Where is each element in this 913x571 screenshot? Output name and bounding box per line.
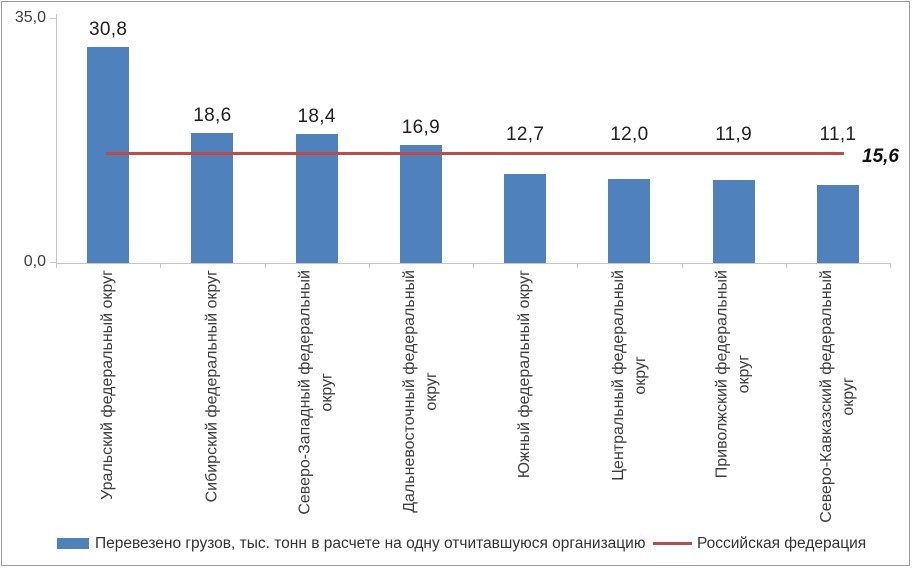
category-axis-label: Уральский федеральный округ	[99, 270, 117, 500]
reference-line-value: 15,6	[862, 146, 899, 167]
bar-value-label: 11,9	[715, 123, 752, 145]
reference-line	[106, 152, 844, 156]
bar-value-label: 12,7	[506, 123, 545, 145]
bar	[399, 144, 442, 263]
y-axis-label-min: 0,0	[23, 253, 46, 270]
bar	[712, 179, 755, 263]
category-axis-label: Северо-Западный федеральный округ	[296, 270, 336, 515]
x-axis-tick	[577, 263, 579, 268]
legend-line-series-label: Российская федерация	[697, 535, 867, 552]
category-axis-label: Северо-Кавказский федеральный округ	[817, 270, 857, 523]
y-axis-label-max: 35,0	[14, 9, 46, 26]
x-axis-tick	[160, 263, 162, 268]
legend-bar-series-label: Перевезено грузов, тыс. тонн в расчете н…	[95, 535, 646, 552]
bar-value-label: 18,4	[297, 106, 336, 128]
x-axis-tick	[473, 263, 474, 268]
category-axis-label: Дальневосточный федеральный округ	[400, 270, 440, 513]
x-axis-tick	[264, 263, 266, 268]
bar	[504, 174, 547, 263]
bar	[295, 134, 338, 263]
category-axis-label: Центральный федеральный округ	[609, 270, 649, 481]
bar-value-label: 16,9	[401, 116, 440, 138]
y-axis-tick-max	[50, 18, 57, 19]
bar-value-label: 18,6	[193, 104, 232, 126]
x-axis-tick	[681, 263, 683, 268]
x-axis-tick	[890, 263, 891, 268]
y-axis-tick-min	[50, 262, 57, 263]
legend-bar-swatch-icon	[57, 538, 89, 549]
x-axis-tick	[785, 263, 787, 268]
bar-value-label: 30,8	[89, 19, 128, 41]
bar	[608, 179, 651, 263]
category-axis-label: Сибирский федеральный округ	[203, 270, 221, 503]
bar-value-label: 12,0	[610, 123, 649, 145]
category-axis-label: Южный федеральный округ	[516, 270, 534, 479]
bar	[816, 185, 859, 263]
y-axis-line	[56, 14, 57, 264]
x-axis-tick	[56, 263, 57, 268]
bar-value-label: 11,1	[819, 123, 857, 145]
legend-line-swatch-icon	[653, 542, 692, 545]
category-axis-label: Приволжский федеральный округ	[713, 270, 753, 479]
x-axis-tick	[368, 263, 370, 268]
